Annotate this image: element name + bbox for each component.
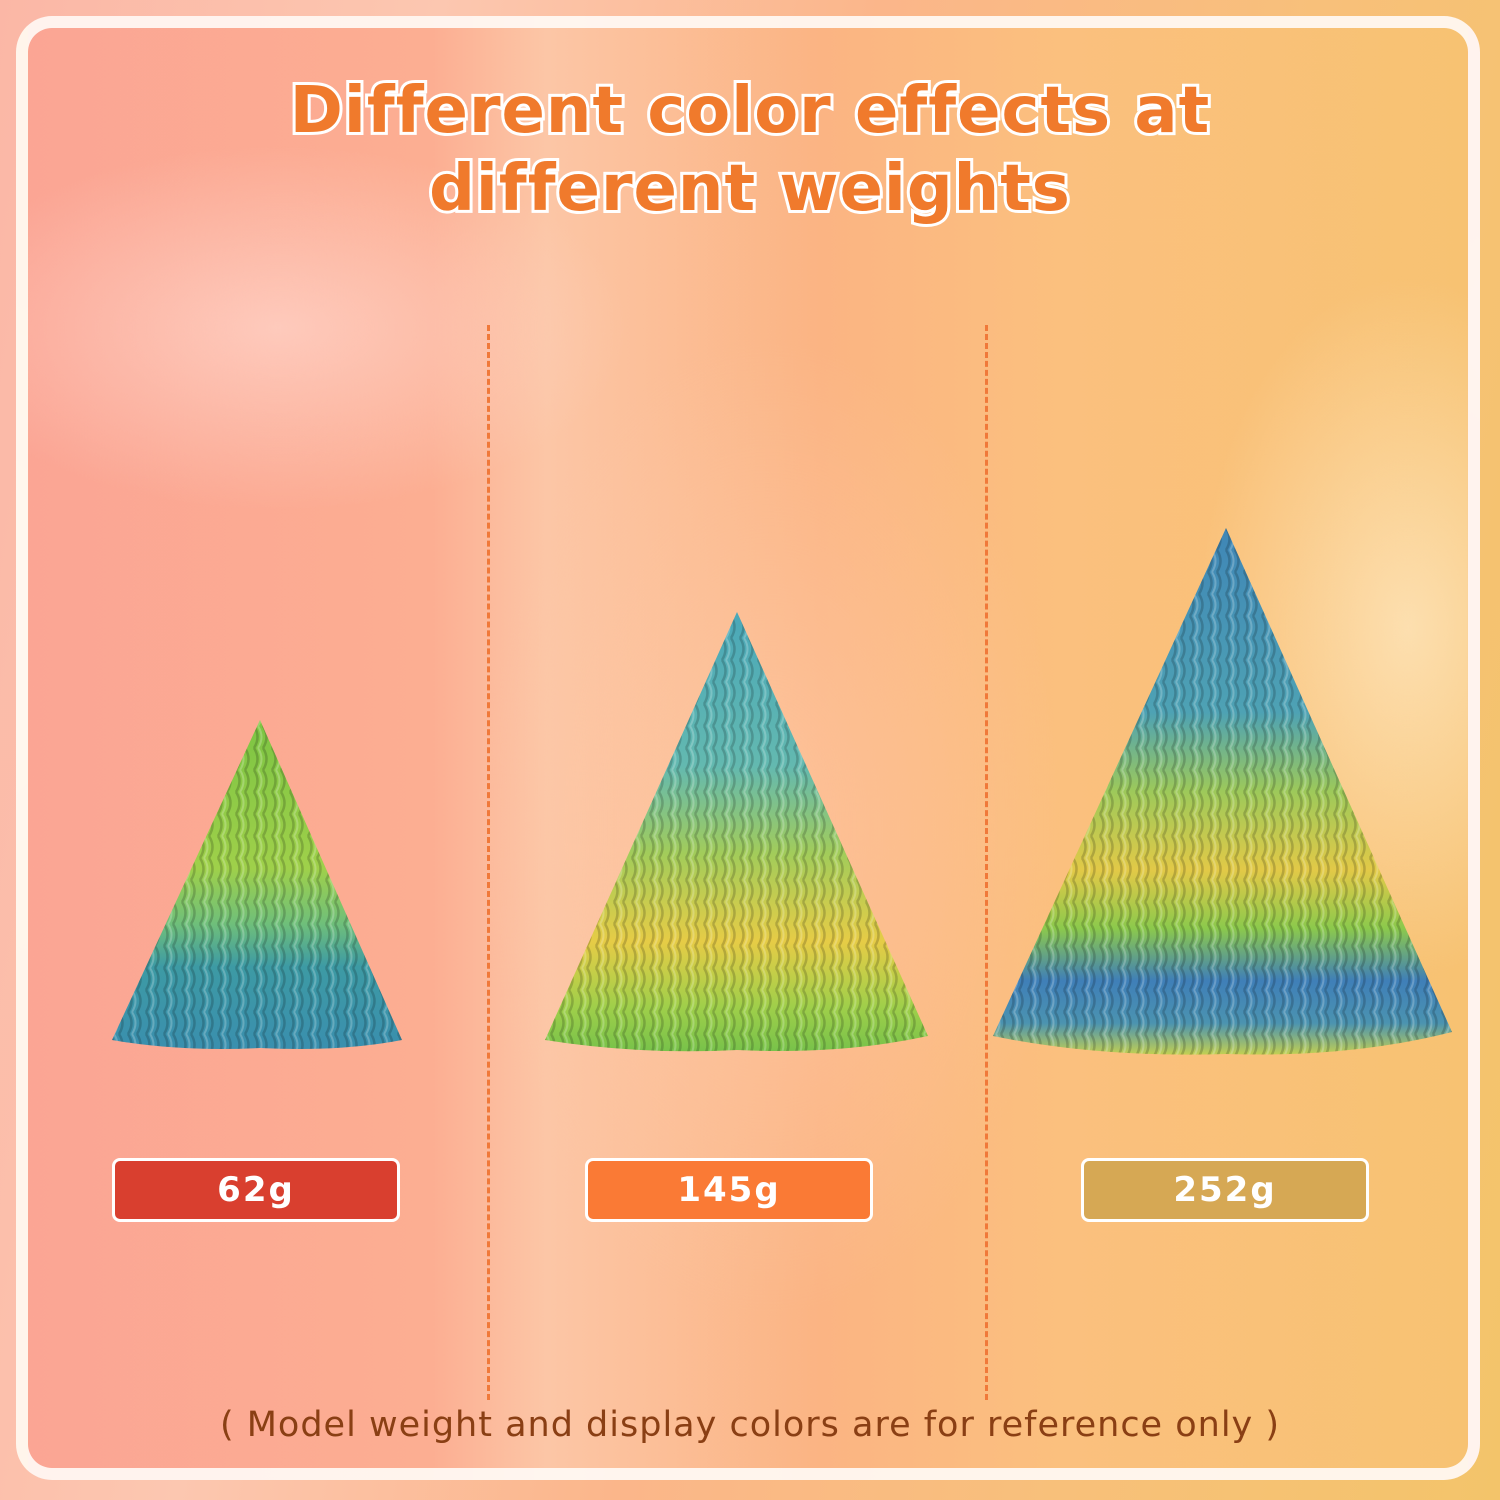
divider-right: [985, 325, 988, 1400]
disclaimer-note: ( Model weight and display colors are fo…: [219, 1405, 1281, 1445]
cone-large: [993, 528, 1452, 1055]
title-line-1: Different color effects at: [287, 71, 1212, 151]
divider-left: [487, 325, 490, 1400]
page-title: Different color effects at different wei…: [0, 71, 1500, 229]
weight-badge-145g: 145g: [585, 1158, 873, 1222]
weight-badge-252g: 252g: [1081, 1158, 1369, 1222]
cone-medium: [545, 612, 928, 1052]
title-line-2: different weights: [426, 149, 1073, 229]
cone-small: [112, 720, 402, 1049]
weight-badge-62g: 62g: [112, 1158, 400, 1222]
